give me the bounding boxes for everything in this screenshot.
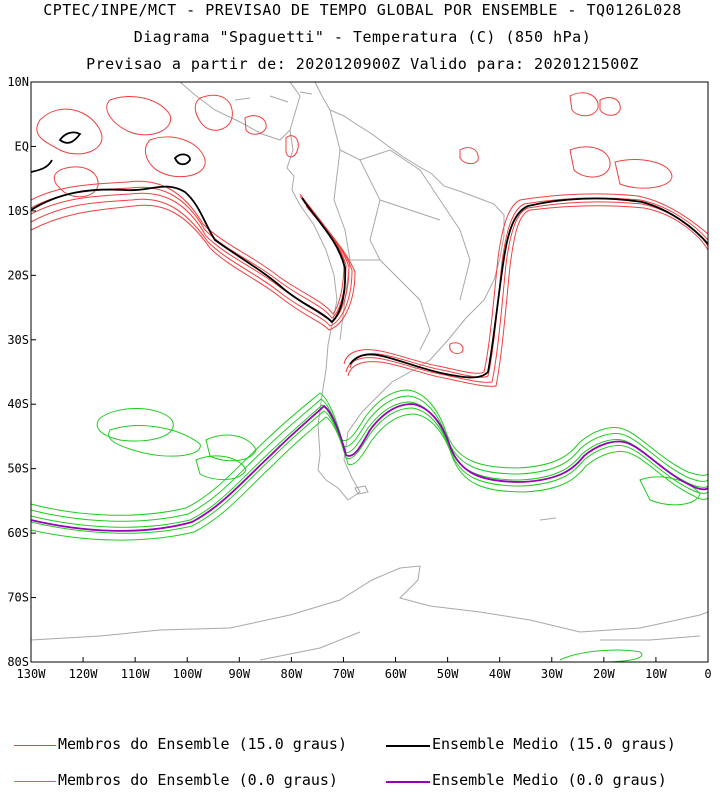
member-0-blob [639,476,701,506]
chart-title-line2: Diagrama "Spaguetti" - Temperatura (C) (… [133,28,592,46]
member-15-blob [285,135,299,158]
member-15-blob [569,146,611,178]
lat-label: EQ [15,139,29,153]
mean-15-blob [173,153,191,166]
mean-15-blob [58,131,82,144]
mean-15-line [349,197,709,379]
member-15-line [30,198,353,327]
legend-label-mean-15: Ensemble Medio (15.0 graus) [432,735,676,753]
member-15-line [30,192,350,323]
legend-label-mean-0: Ensemble Medio (0.0 graus) [432,771,667,789]
mean-15-blob [30,159,53,173]
mean-15-group [30,131,709,379]
lat-label: 40S [7,397,29,411]
member-15-blob [145,136,206,178]
member-15-line [343,193,709,374]
lat-label: 30S [7,333,29,347]
member-0-blob [195,455,247,480]
lon-label: 90W [228,667,250,681]
legend-label-members-15: Membros do Ensemble (15.0 graus) [58,735,347,753]
lon-label: 50W [437,667,459,681]
lat-label: 10N [7,75,29,89]
lat-label: 70S [7,591,29,605]
spaghetti-map: 10N EQ 10S 20S 30S 40S 50S 60S 70S 80S 130W 120W 11… [7,75,712,681]
member-15-blob [459,147,479,165]
member-0-line [30,389,709,516]
member-15-blob [569,92,599,117]
chart-title-line1: CPTEC/INPE/MCT - PREVISAO DE TEMPO GLOBA… [43,1,682,19]
member-0-blob [108,425,201,457]
legend-swatch-mean-0 [386,781,430,783]
member-0-blob [559,649,643,663]
longitude-ticks: 130W 120W 110W 100W 90W 80W 70W 60W 50W 40W 30W 20W… [17,657,712,681]
legend-label-members-0: Membros do Ensemble (0.0 graus) [58,771,338,789]
chart-title-line3: Previsao a partir de: 2020120900Z Valido… [86,55,639,73]
member-15-line [30,204,356,331]
map-frame [30,81,709,663]
members-0-group [30,389,709,663]
south-america-coast [286,81,505,501]
member-15-blob [53,166,99,198]
member-15-line [30,186,347,319]
lon-label: 60W [385,667,407,681]
member-0-blob [96,408,174,442]
country-borders [329,109,471,351]
member-0-line [30,407,709,534]
mean-0-group [30,403,709,532]
lon-label: 110W [121,667,151,681]
legend-swatch-members-0 [14,781,56,782]
caribbean-islands [234,91,313,103]
lat-label: 10S [7,204,29,218]
lon-label: 0 [704,667,711,681]
member-15-blob [36,108,103,155]
central-america-coast [179,81,291,141]
legend-swatch-mean-15 [386,745,430,747]
falklands [354,485,369,495]
member-15-blob [599,97,621,116]
member-15-blob [449,342,464,355]
lon-label: 100W [173,667,203,681]
lon-label: 30W [541,667,563,681]
member-15-blob [194,94,233,131]
coastlines [30,81,709,661]
lat-label: 20S [7,268,29,282]
lon-label: 20W [593,667,615,681]
mean-0-line [30,403,709,532]
map-background [31,82,708,662]
lon-label: 40W [489,667,511,681]
latitude-ticks: 10N EQ 10S 20S 30S 40S 50S 60S 70S 80S [7,75,36,669]
legend-swatch-members-15 [14,745,56,746]
lat-label: 80S [7,655,29,669]
member-15-line [345,201,709,383]
member-0-line [30,413,709,541]
member-0-line [30,401,709,528]
member-0-line [30,395,709,522]
south-georgia [539,517,557,521]
lon-label: 80W [281,667,303,681]
member-15-line [347,205,709,387]
lon-label: 130W [17,667,47,681]
lat-label: 50S [7,462,29,476]
lon-label: 120W [69,667,99,681]
lon-label: 10W [645,667,667,681]
mean-15-line [30,185,347,324]
member-15-blob [244,115,267,135]
member-15-blob [106,96,172,136]
lat-label: 60S [7,526,29,540]
antarctica-interior [259,631,701,661]
antarctica-coast [30,565,709,641]
member-15-blob [614,159,673,189]
member-0-blob [205,434,257,462]
lon-label: 70W [333,667,355,681]
